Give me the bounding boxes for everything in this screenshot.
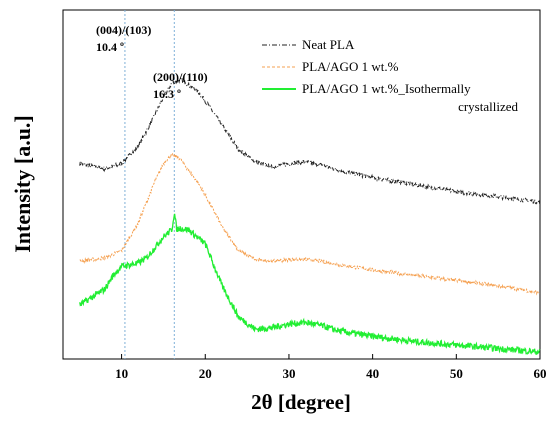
x-tick-label: 20 (199, 366, 212, 381)
x-ticks: 10 20 30 40 50 60 (115, 354, 547, 381)
x-tick-label: 40 (366, 366, 379, 381)
annotation-200-110-line1: (200)/(110) (153, 70, 208, 84)
legend-label-pla-ago: PLA/AGO 1 wt.% (302, 59, 399, 74)
x-tick-label: 30 (282, 366, 295, 381)
series-line-1 (79, 152, 541, 296)
x-tick-label: 60 (534, 366, 547, 381)
plot-frame (62, 9, 541, 360)
annotation-004-103-line2: 10.4 º (96, 40, 124, 54)
annotation-004-103-line1: (004)/(103) (96, 23, 151, 37)
x-axis-label: 2θ [degree] (251, 390, 351, 414)
legend: Neat PLA PLA/AGO 1 wt.% PLA/AGO 1 wt.%_I… (262, 37, 518, 114)
legend-label-pla-ago-iso-line1: PLA/AGO 1 wt.%_Isothermally (302, 81, 471, 96)
x-tick-label: 50 (450, 366, 463, 381)
series-layer (79, 77, 541, 355)
y-axis-label: Intensity [a.u.] (10, 115, 35, 253)
x-tick-label: 10 (115, 366, 128, 381)
legend-label-neat-pla: Neat PLA (302, 37, 355, 52)
legend-label-pla-ago-iso-line2: crystallized (458, 99, 518, 114)
annotation-200-110-line2: 16.3 º (153, 87, 181, 101)
series-line-0 (79, 77, 541, 205)
series-line-2 (79, 213, 541, 355)
